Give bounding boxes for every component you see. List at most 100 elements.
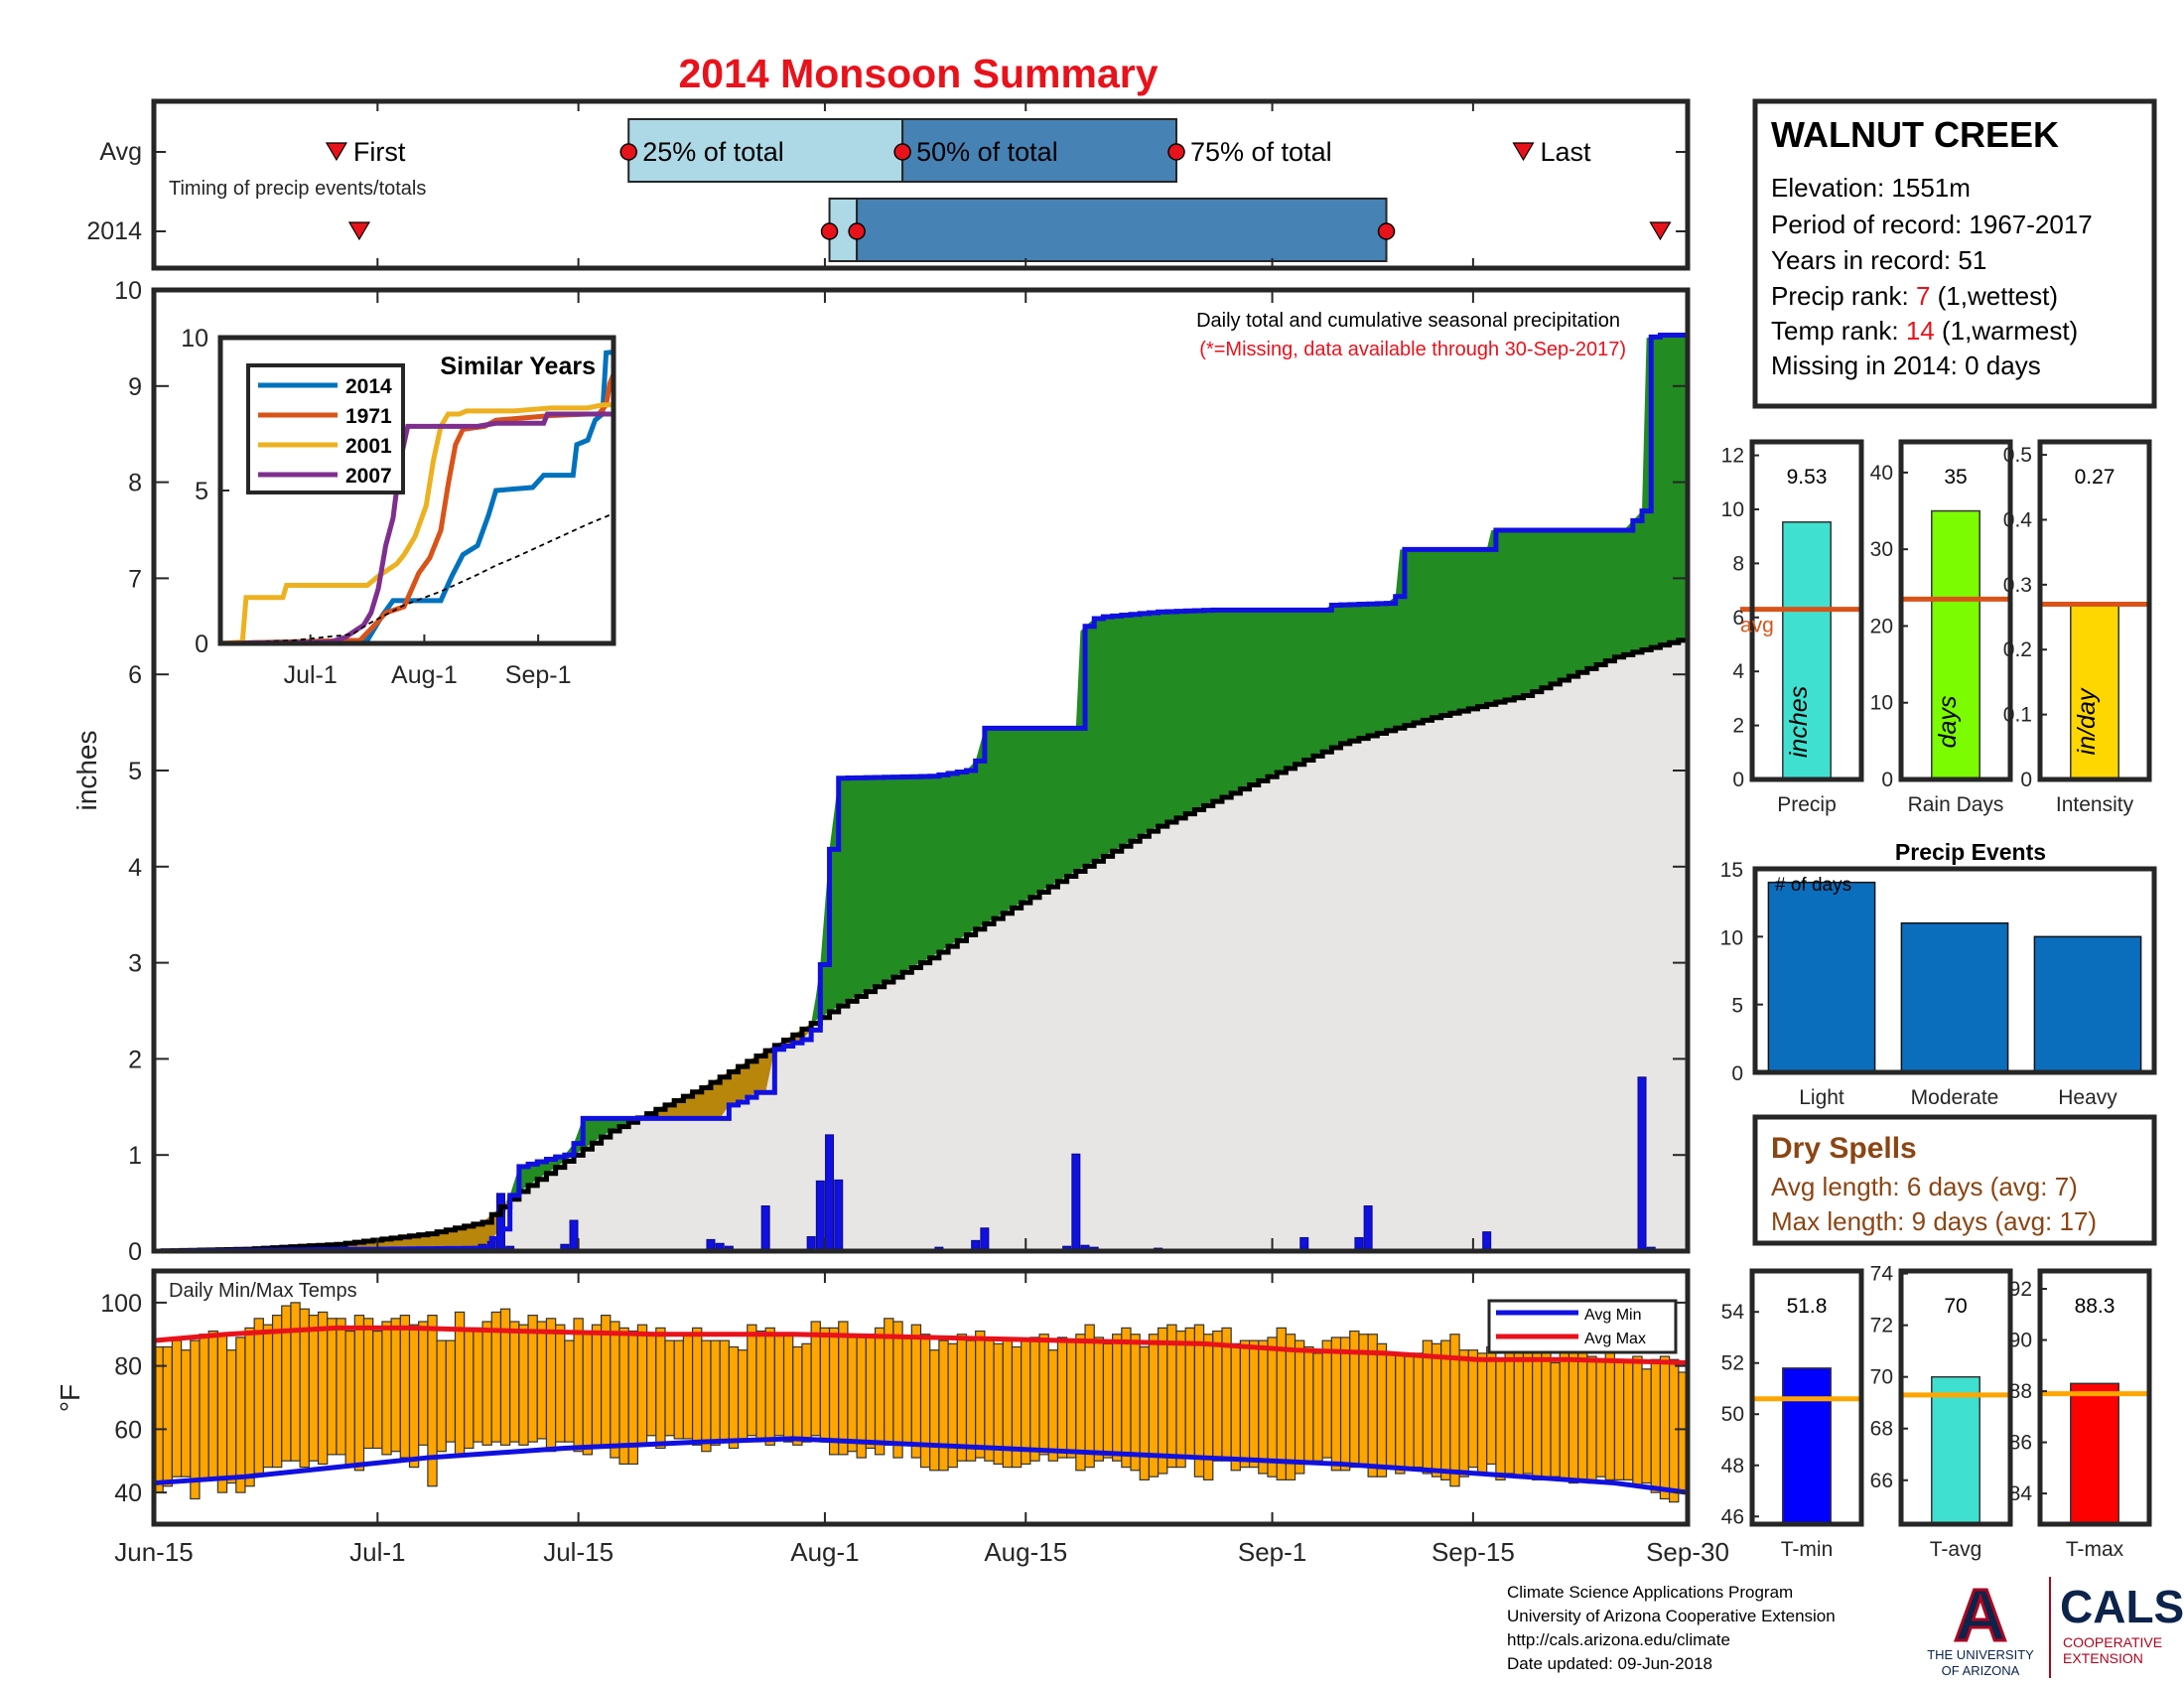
avg-first-marker <box>325 142 347 162</box>
daily-temp-bar <box>646 1334 657 1437</box>
timing-frame <box>151 98 1691 271</box>
daily-temp-bar <box>874 1327 886 1456</box>
daily-temp-bar <box>728 1345 740 1450</box>
mini-ytick-label: 2 <box>1732 715 1744 738</box>
avg-last-label: Last <box>1540 137 1591 167</box>
daily-temp-bar <box>682 1334 694 1440</box>
daily-temp-bar <box>171 1339 183 1477</box>
mini-bar <box>1931 1375 1980 1525</box>
daily-temp-bar <box>1623 1358 1634 1480</box>
avg-q1-box <box>627 118 904 183</box>
daily-temp-bar <box>327 1318 338 1456</box>
mini-panel-precip: 0 2 4 6 8 10 12 9.53 Precip inches avg <box>1721 439 1864 816</box>
mini-value-label: 0.27 <box>2075 466 2116 489</box>
precip-ytick-label: 10 <box>114 277 142 305</box>
daily-temp-bar <box>1166 1324 1177 1469</box>
mini-value-label: 51.8 <box>1787 1295 1828 1318</box>
daily-temp-bar <box>1330 1336 1342 1472</box>
daily-temp-bar <box>1029 1336 1040 1462</box>
daily-temp-bar <box>381 1321 392 1456</box>
station-box: WALNUT CREEK Elevation: 1551m Period of … <box>1752 98 2157 409</box>
daily-temp-bar <box>408 1324 420 1469</box>
y2014-last-marker <box>1649 221 1672 241</box>
daily-temp-bar <box>1385 1352 1397 1469</box>
events-ytick-label: 10 <box>1720 926 1743 949</box>
station-precip-rank: Precip rank: 7 (1,wettest) <box>1771 281 2058 311</box>
daily-temp-bar <box>372 1330 383 1450</box>
precip-ylabel: inches <box>71 731 102 811</box>
daily-temp-bar <box>591 1324 603 1446</box>
mini-panel-t-max: 84 86 88 90 92 88.3 T-max <box>2009 1268 2152 1561</box>
station-period: Period of record: 1967-2017 <box>1771 210 2093 239</box>
mini-ytick-label: 0.2 <box>2003 638 2032 661</box>
daily-precip-bar <box>980 1227 990 1252</box>
mini-value-label: 9.53 <box>1787 466 1828 489</box>
temps-ytick-label: 60 <box>114 1416 142 1444</box>
daily-temp-bar <box>1339 1336 1351 1472</box>
precip-ytick-label: 0 <box>128 1238 142 1266</box>
mini-ytick-label: 88 <box>2009 1380 2032 1403</box>
mini-unit-label: inches <box>1785 686 1813 758</box>
daily-temp-bar <box>1440 1339 1451 1480</box>
daily-precip-bar <box>569 1219 579 1252</box>
footer-line-1: Climate Science Applications Program <box>1507 1583 1793 1602</box>
mini-value-label: 88.3 <box>2075 1295 2116 1318</box>
daily-temp-bar <box>390 1318 401 1453</box>
mini-panel-t-avg: 66 68 70 72 74 70 T-avg <box>1870 1263 2013 1561</box>
daily-temp-bar <box>573 1318 584 1453</box>
mini-ytick-label: 90 <box>2009 1330 2032 1352</box>
footer: Climate Science Applications Program Uni… <box>1507 1583 1836 1673</box>
daily-temp-bar <box>362 1318 374 1450</box>
daily-temp-bar <box>244 1327 255 1487</box>
date-tick-label: Aug-15 <box>984 1537 1067 1567</box>
mini-ytick-label: 0 <box>1881 769 1893 791</box>
daily-temp-bar <box>1513 1342 1525 1477</box>
inset-ytick-label: 5 <box>195 478 208 505</box>
daily-precip-bar <box>1482 1231 1492 1252</box>
inset-legend-1971: 1971 <box>345 405 392 428</box>
daily-temp-bar <box>892 1321 903 1459</box>
daily-temp-bar <box>819 1327 831 1443</box>
daily-temp-bar <box>1659 1355 1671 1500</box>
avg-p50-label: 50% of total <box>916 137 1058 167</box>
daily-temp-bar <box>1294 1339 1305 1475</box>
cals-logo-text: CALS <box>2060 1581 2184 1632</box>
mini-ytick-label: 46 <box>1721 1505 1744 1528</box>
daily-temp-bar <box>910 1324 922 1459</box>
daily-temp-bar <box>1038 1334 1049 1456</box>
daily-precip-bar <box>1637 1076 1647 1252</box>
daily-temp-bar <box>1404 1352 1415 1469</box>
mini-category-label: Intensity <box>2056 793 2134 816</box>
mini-category-label: Rain Days <box>1908 793 2004 816</box>
mini-ytick-label: 0.1 <box>2003 704 2032 727</box>
daily-temp-bar <box>655 1327 666 1450</box>
mini-bar <box>2070 603 2119 780</box>
avg-last-marker <box>1512 142 1535 162</box>
mini-ytick-label: 54 <box>1721 1301 1745 1324</box>
date-tick-label: Sep-30 <box>1646 1537 1729 1567</box>
events-category-label: Light <box>1799 1086 1844 1109</box>
daily-temp-bar <box>975 1330 986 1459</box>
y2014-p75-marker <box>1377 222 1396 240</box>
mini-panel-t-min: 46 48 50 52 54 51.8 T-min <box>1721 1268 1864 1561</box>
daily-temp-bar <box>418 1321 429 1446</box>
station-elevation: Elevation: 1551m <box>1771 173 1971 203</box>
daily-temp-bar <box>509 1321 520 1443</box>
events-bar-moderate <box>1900 921 2009 1073</box>
daily-temp-bar <box>1303 1345 1314 1466</box>
mini-ytick-label: 84 <box>2009 1482 2033 1505</box>
daily-temp-bar <box>1613 1358 1625 1480</box>
daily-temp-bar <box>473 1327 483 1443</box>
daily-temp-bar <box>828 1327 840 1456</box>
mini-value-label: 70 <box>1944 1295 1967 1318</box>
daily-temp-bar <box>1467 1349 1479 1469</box>
station-missing: Missing in 2014: 0 days <box>1771 351 2041 380</box>
daily-precip-bar <box>1071 1153 1081 1252</box>
daily-precip-bar <box>495 1193 505 1252</box>
inset-xtick-label: Sep-1 <box>505 661 572 689</box>
daily-temp-bar <box>317 1311 329 1466</box>
similar-years-inset: 0 5 10 Jul-1 Aug-1 Sep-1 Similar Years 2014 19… <box>181 325 616 689</box>
daily-temp-bar <box>1395 1352 1406 1475</box>
mini-ytick-label: 70 <box>1870 1366 1893 1389</box>
